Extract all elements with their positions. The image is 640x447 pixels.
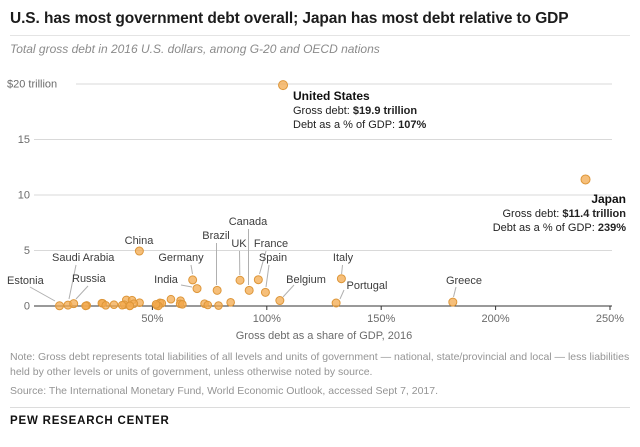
data-point-china bbox=[134, 246, 144, 256]
leader-line bbox=[339, 289, 345, 300]
country-label-france: France bbox=[254, 238, 288, 250]
brand-logo: PEW RESEARCH CENTER bbox=[10, 415, 170, 428]
y-tick-label: $20 trillion bbox=[7, 79, 57, 91]
data-point bbox=[81, 301, 90, 311]
data-point bbox=[226, 298, 235, 307]
data-point-uk bbox=[235, 275, 245, 285]
data-point-united-states bbox=[278, 80, 289, 91]
data-point-russia bbox=[69, 299, 79, 309]
data-point bbox=[117, 300, 127, 310]
data-point-estonia bbox=[55, 301, 65, 311]
annotation-line-japan: Debt as a % of GDP: 239% bbox=[493, 222, 627, 234]
y-tick-label: 15 bbox=[18, 134, 30, 146]
annotation-line-united-states: Gross debt: $19.9 trillion bbox=[293, 105, 417, 117]
y-tick-label: 10 bbox=[18, 190, 30, 202]
data-point bbox=[109, 300, 119, 309]
country-label-germany: Germany bbox=[158, 252, 204, 264]
footer-divider bbox=[10, 407, 630, 409]
leader-line bbox=[190, 264, 193, 275]
data-point bbox=[178, 300, 187, 309]
x-tick-label: 150% bbox=[367, 313, 395, 325]
country-label-estonia: Estonia bbox=[7, 275, 45, 287]
data-point-italy bbox=[336, 274, 346, 284]
leader-line bbox=[259, 250, 267, 275]
leader-line bbox=[341, 264, 343, 275]
data-point-germany bbox=[188, 275, 198, 285]
data-point bbox=[151, 300, 161, 309]
y-tick-label: 0 bbox=[24, 301, 30, 313]
chart-subtitle: Total gross debt in 2016 U.S. dollars, a… bbox=[10, 42, 380, 56]
data-point bbox=[125, 301, 135, 311]
x-axis-title: Gross debt as a share of GDP, 2016 bbox=[236, 330, 413, 342]
country-label-italy: Italy bbox=[333, 252, 354, 264]
country-label-brazil: Brazil bbox=[202, 230, 230, 242]
chart-note: Note: Gross debt represents total liabil… bbox=[10, 351, 630, 378]
country-label-canada: Canada bbox=[229, 216, 268, 228]
leader-line bbox=[282, 284, 295, 298]
chart-title: U.S. has most government debt overall; J… bbox=[10, 10, 569, 27]
data-point-france bbox=[253, 275, 263, 285]
data-point bbox=[203, 300, 213, 310]
leader-line bbox=[75, 285, 89, 300]
data-point-brazil bbox=[212, 285, 222, 295]
data-point-belgium bbox=[275, 296, 285, 306]
leader-line bbox=[68, 264, 77, 300]
data-point bbox=[214, 301, 223, 310]
leader-line bbox=[29, 286, 56, 302]
data-point-canada bbox=[244, 285, 254, 295]
country-label-belgium: Belgium bbox=[286, 274, 326, 286]
country-label-russia: Russia bbox=[72, 273, 107, 285]
chart-source: Source: The International Monetary Fund,… bbox=[10, 385, 439, 398]
title-divider bbox=[10, 35, 630, 36]
country-label-portugal: Portugal bbox=[347, 280, 388, 292]
annotation-line-japan: Gross debt: $11.4 trillion bbox=[502, 208, 626, 220]
annotation-name-united-states: United States bbox=[293, 89, 370, 103]
leader-line bbox=[453, 286, 457, 298]
data-point-spain bbox=[260, 287, 270, 297]
x-tick-label: 100% bbox=[253, 313, 281, 325]
annotation-line-united-states: Debt as a % of GDP: 107% bbox=[293, 119, 427, 131]
x-tick-label: 200% bbox=[482, 313, 510, 325]
data-point-portugal bbox=[331, 298, 341, 308]
data-point-greece bbox=[448, 297, 458, 307]
country-label-greece: Greece bbox=[446, 275, 482, 287]
data-point-india bbox=[192, 284, 202, 294]
country-label-spain: Spain bbox=[259, 252, 287, 264]
country-label-uk: UK bbox=[231, 238, 247, 250]
scatter-plot-svg: 0 5 10 15 $20 trillion 50% 100% 150% 200% 250% Gro… bbox=[7, 79, 627, 343]
y-tick-label: 5 bbox=[24, 245, 30, 257]
data-point bbox=[101, 301, 111, 310]
country-label-india: India bbox=[154, 274, 179, 286]
leader-line bbox=[265, 264, 270, 288]
country-label-china: China bbox=[125, 235, 155, 247]
x-tick-label: 250% bbox=[596, 313, 624, 325]
data-point-japan bbox=[580, 174, 591, 185]
country-label-saudi-arabia: Saudi Arabia bbox=[52, 252, 115, 264]
x-tick-label: 50% bbox=[141, 313, 163, 325]
leader-line bbox=[180, 284, 193, 288]
data-point bbox=[166, 294, 176, 304]
annotation-name-japan: Japan bbox=[591, 192, 626, 206]
